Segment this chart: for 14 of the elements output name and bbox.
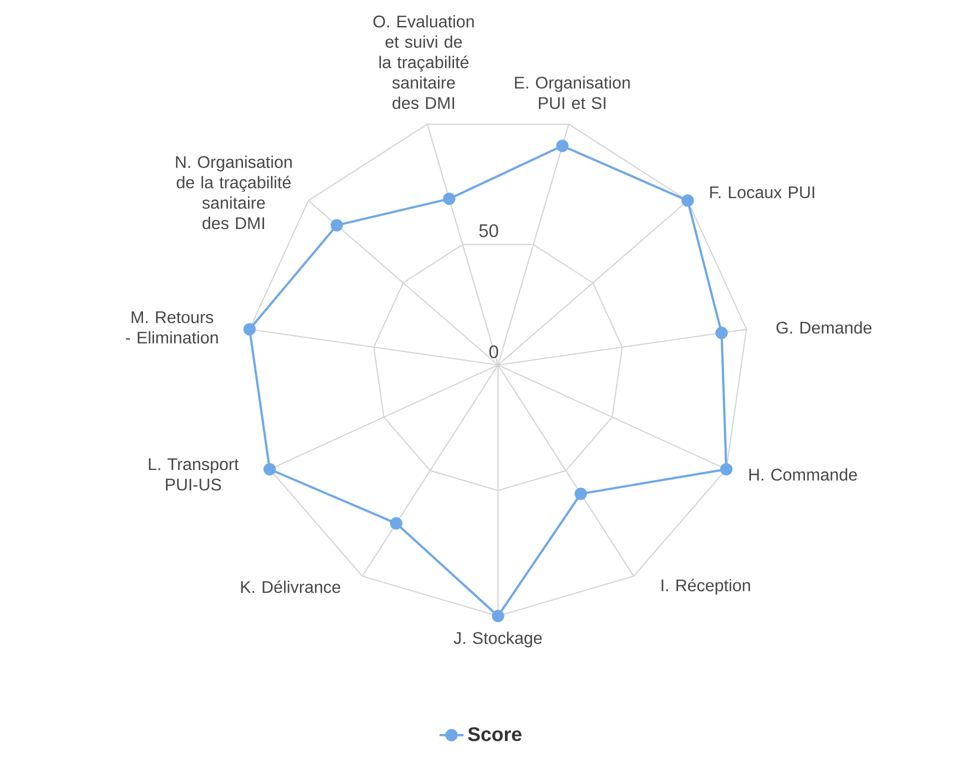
spoke-label: K. Délivrance [241,580,340,593]
spoke-label: H. Commande [749,468,857,481]
y-tick-label: 0 [489,345,498,358]
spoke-label: N. Organisation de la traçabilité sanitaire des DMI [176,156,292,230]
spoke-label: M. Retours - Elimination [126,311,218,344]
spoke-label: I. Réception [662,578,750,595]
legend-label: Score [468,727,522,742]
spoke-label: F. Locaux PUI [710,186,814,198]
spoke-label: O. Evaluation et suivi de la traçabilité sanitaire des DMI [373,15,474,110]
spoke-label: E. Organisation PUI et SI [515,76,630,110]
spoke-label: J. Stockage [454,632,542,648]
spoke-label: G. Demande [776,321,872,334]
spoke-label: L. Transport PUI-US [148,458,239,491]
y-tick-label: 50 [479,224,498,238]
